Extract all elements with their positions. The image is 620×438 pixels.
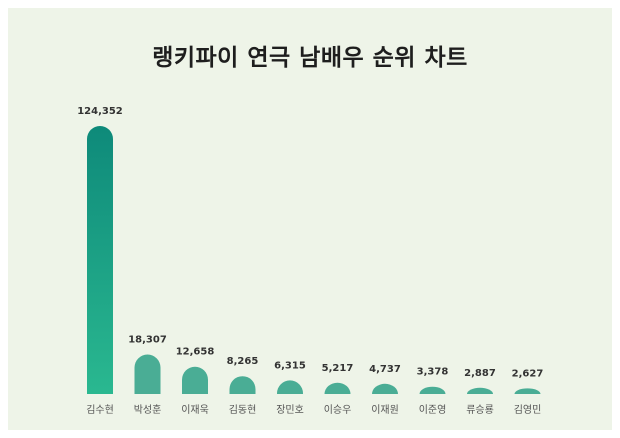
chart-title: 랭키파이 연극 남배우 순위 차트 bbox=[152, 45, 468, 71]
value-label-2: 18,307 bbox=[128, 335, 167, 346]
value-label-10: 2,627 bbox=[512, 368, 544, 379]
bar-8 bbox=[419, 386, 446, 394]
category-label-4: 김동현 bbox=[229, 404, 257, 416]
category-label-7: 이재원 bbox=[371, 404, 399, 416]
category-label-10: 김영민 bbox=[514, 404, 542, 416]
bar-7 bbox=[372, 383, 398, 394]
value-label-9: 2,887 bbox=[464, 368, 496, 379]
category-label-6: 이승우 bbox=[324, 404, 352, 416]
bar-2 bbox=[134, 354, 161, 394]
value-label-5: 6,315 bbox=[274, 360, 306, 371]
bar-9 bbox=[467, 387, 493, 394]
value-label-1: 124,352 bbox=[77, 106, 123, 117]
category-label-2: 박성훈 bbox=[134, 403, 162, 416]
value-label-7: 4,737 bbox=[369, 364, 401, 375]
bars-group bbox=[87, 126, 541, 394]
category-label-5: 장민호 bbox=[276, 404, 304, 416]
bar-10 bbox=[514, 388, 541, 394]
category-label-1: 김수현 bbox=[86, 404, 114, 416]
value-label-4: 8,265 bbox=[227, 356, 259, 367]
value-label-8: 3,378 bbox=[417, 367, 449, 378]
category-labels-group: 김수현 박성훈 이재욱 김동현 장민호 이승우 이재원 이준영 류승룡 김영민 bbox=[86, 403, 541, 416]
category-label-8: 이준영 bbox=[419, 404, 447, 416]
bar-4 bbox=[229, 376, 256, 394]
bar-1 bbox=[87, 126, 113, 394]
value-label-6: 5,217 bbox=[322, 363, 354, 374]
value-label-3: 12,658 bbox=[176, 347, 215, 358]
value-labels-group: 124,352 18,307 12,658 8,265 6,315 5,217 4,737 3… bbox=[77, 106, 543, 379]
category-label-9: 류승룡 bbox=[466, 404, 494, 416]
bar-6 bbox=[324, 382, 351, 394]
bar-3 bbox=[182, 366, 208, 394]
bar-5 bbox=[277, 380, 303, 394]
category-label-3: 이재욱 bbox=[181, 404, 209, 416]
